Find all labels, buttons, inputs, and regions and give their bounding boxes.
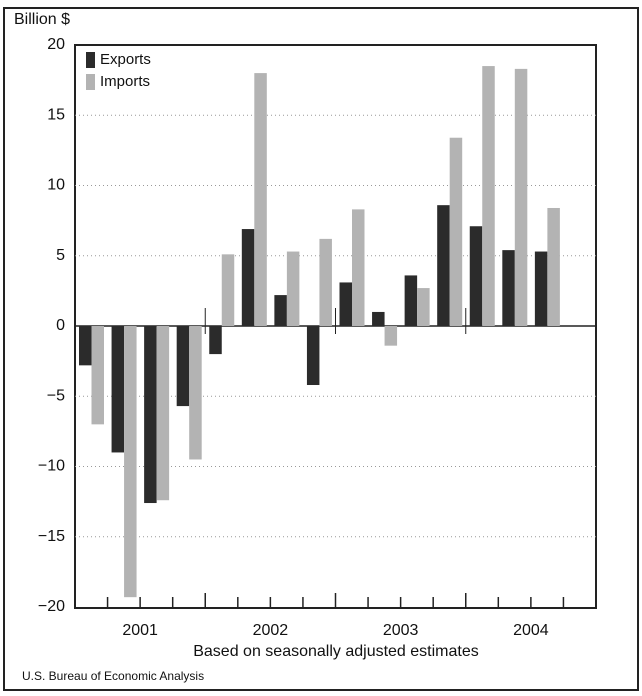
bar bbox=[91, 326, 104, 425]
bar bbox=[417, 288, 430, 326]
bar bbox=[482, 66, 495, 326]
bar bbox=[144, 326, 157, 504]
legend-label: Exports bbox=[100, 51, 151, 68]
bar bbox=[502, 250, 515, 326]
bar bbox=[254, 73, 267, 326]
bar bbox=[124, 326, 137, 598]
bar bbox=[189, 326, 202, 460]
bar bbox=[339, 282, 352, 326]
year-label: 2002 bbox=[253, 622, 289, 639]
bar bbox=[156, 326, 170, 501]
legend-label: Imports bbox=[100, 73, 150, 90]
legend-swatch bbox=[86, 52, 95, 68]
bar bbox=[514, 68, 528, 326]
year-label: 2004 bbox=[513, 622, 549, 639]
x-axis-label: Based on seasonally adjusted estimates bbox=[193, 643, 479, 660]
y-tick-label: 20 bbox=[47, 36, 65, 53]
legend-swatch bbox=[86, 74, 95, 90]
bar bbox=[286, 251, 300, 326]
bar bbox=[352, 209, 365, 326]
bar bbox=[221, 254, 235, 326]
y-tick-label: −10 bbox=[38, 458, 65, 475]
frame bbox=[3, 7, 639, 691]
bar bbox=[209, 326, 222, 355]
y-tick-label: 0 bbox=[56, 317, 65, 334]
bar bbox=[384, 326, 398, 346]
y-tick-label: −20 bbox=[38, 598, 65, 615]
bar bbox=[372, 311, 385, 326]
bar bbox=[469, 226, 483, 326]
bar bbox=[79, 326, 92, 366]
y-tick-label: 10 bbox=[47, 177, 65, 194]
y-axis-label: Billion $ bbox=[14, 11, 70, 28]
bar bbox=[319, 238, 332, 326]
bar bbox=[306, 326, 320, 386]
bar bbox=[534, 251, 548, 326]
year-label: 2001 bbox=[122, 622, 158, 639]
bar bbox=[274, 295, 287, 326]
bar bbox=[437, 205, 450, 326]
year-label: 2003 bbox=[383, 622, 419, 639]
y-tick-label: −15 bbox=[38, 528, 65, 545]
bar bbox=[449, 137, 463, 326]
bar bbox=[176, 326, 190, 407]
y-tick-label: 15 bbox=[47, 106, 65, 123]
bar bbox=[111, 326, 125, 453]
y-tick-label: 5 bbox=[56, 247, 65, 264]
bar bbox=[547, 207, 560, 326]
y-tick-label: −5 bbox=[47, 387, 65, 404]
bar bbox=[404, 275, 418, 326]
source: U.S. Bureau of Economic Analysis bbox=[22, 669, 204, 683]
bar bbox=[241, 229, 255, 326]
